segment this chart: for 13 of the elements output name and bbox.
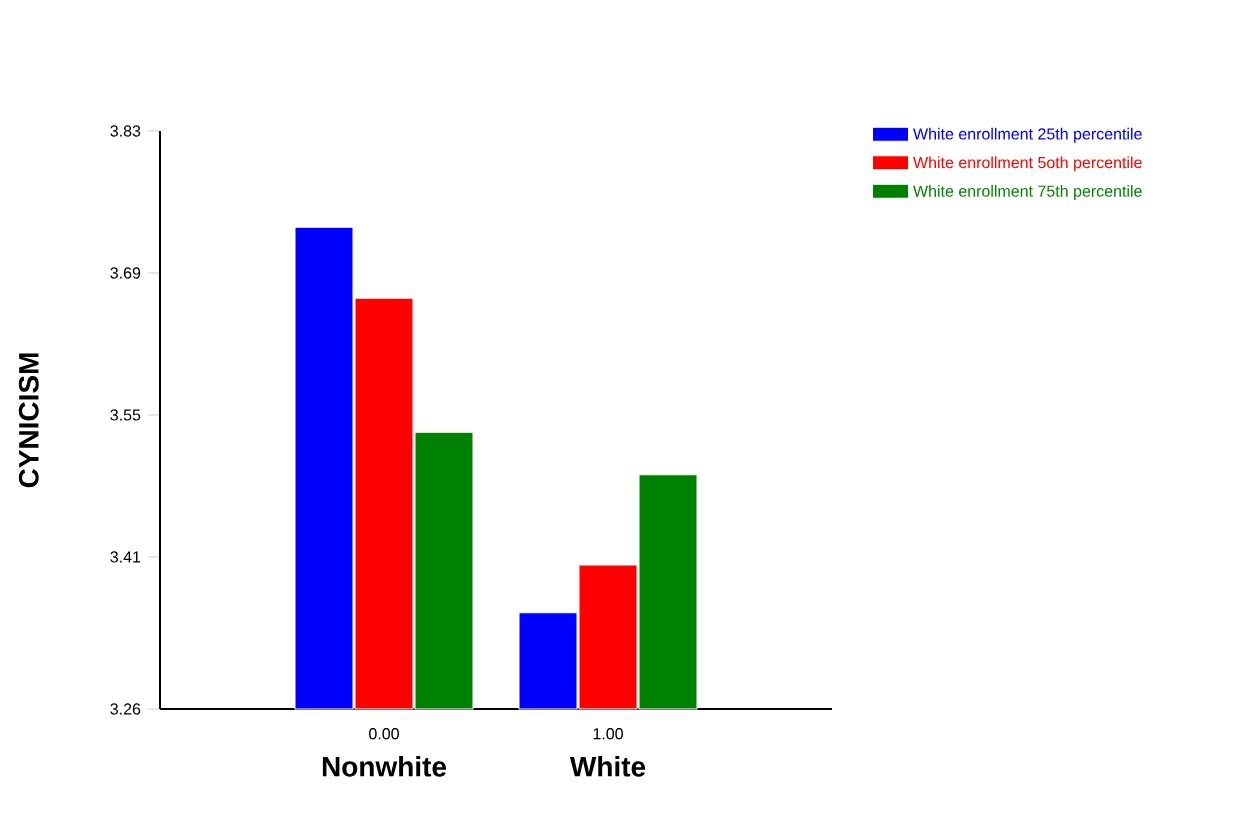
y-tick-label: 3.55 xyxy=(110,409,141,421)
y-tick-label: 3.83 xyxy=(110,125,141,137)
legend-label: White enrollment 5oth percentile xyxy=(913,156,1142,172)
y-tick-label: 3.26 xyxy=(110,703,141,715)
legend-label: White enrollment 25th percentile xyxy=(913,127,1142,143)
x-tick-label: 1.00 xyxy=(593,728,623,740)
legend-label: White enrollment 75th percentile xyxy=(913,185,1142,200)
y-tick-label: 3.41 xyxy=(110,551,141,563)
y-axis-title: CYNICISM xyxy=(18,353,39,488)
x-tick-label: 0.00 xyxy=(369,728,399,740)
text: White xyxy=(569,756,646,777)
text: Nonwhite xyxy=(322,756,447,777)
y-tick-label: 3.69 xyxy=(110,267,141,279)
